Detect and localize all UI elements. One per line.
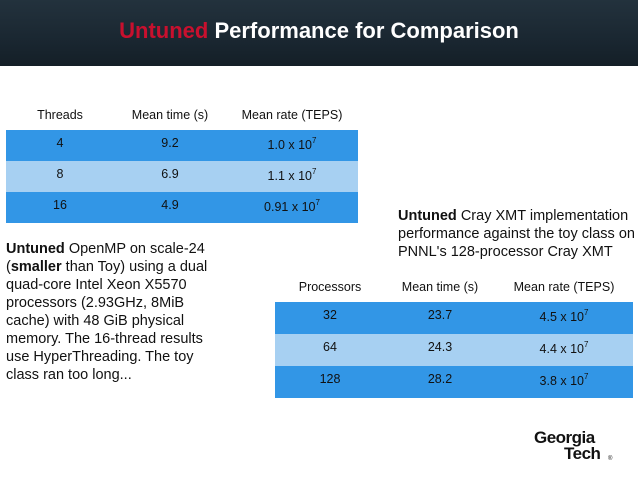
- time-cell: 24.3: [385, 334, 495, 366]
- rate-mantissa: 4.5 x 10: [539, 310, 585, 324]
- openmp-results-table: Threads Mean time (s) Mean rate (TEPS) 4…: [6, 100, 358, 223]
- note-emphasis: smaller: [10, 259, 62, 275]
- rate-cell: 1.1 x 107: [226, 161, 358, 192]
- threads-cell: 16: [6, 192, 114, 223]
- table-row: 128 28.2 3.8 x 107: [275, 366, 633, 398]
- note-text: OpenMP on scale-24 (: [6, 241, 205, 275]
- xmt-description: Untuned Cray XMT implementation performa…: [398, 207, 636, 261]
- table-row: 64 24.3 4.4 x 107: [275, 334, 633, 366]
- table-row: 16 4.9 0.91 x 107: [6, 192, 358, 223]
- table-header-row: Threads Mean time (s) Mean rate (TEPS): [6, 100, 358, 130]
- rate-exponent: 7: [584, 340, 589, 349]
- rate-exponent: 7: [584, 308, 589, 317]
- rate-mantissa: 3.8 x 10: [539, 374, 585, 388]
- column-header: Threads: [6, 100, 114, 130]
- column-header: Mean time (s): [385, 272, 495, 302]
- openmp-description: Untuned OpenMP on scale-24 (smaller than…: [6, 240, 216, 384]
- rate-mantissa: 4.4 x 10: [539, 342, 585, 356]
- time-cell: 23.7: [385, 302, 495, 334]
- column-header: Mean rate (TEPS): [226, 100, 358, 130]
- rate-cell: 0.91 x 107: [226, 192, 358, 223]
- table-row: 8 6.9 1.1 x 107: [6, 161, 358, 192]
- registered-mark: ®: [608, 456, 613, 462]
- note-text: than Toy) using a dual quad-core Intel X…: [6, 259, 208, 383]
- rate-mantissa: 0.91 x 10: [264, 200, 316, 214]
- threads-cell: 8: [6, 161, 114, 192]
- georgia-tech-logo: Georgia Tech ®: [534, 428, 612, 468]
- rate-exponent: 7: [584, 372, 589, 381]
- table-header-row: Processors Mean time (s) Mean rate (TEPS…: [275, 272, 633, 302]
- processors-cell: 64: [275, 334, 385, 366]
- rate-mantissa: 1.0 x 10: [267, 138, 313, 152]
- note-text: Cray XMT implementation performance agai…: [398, 208, 635, 260]
- logo-line-2: Tech: [564, 444, 601, 463]
- threads-cell: 4: [6, 130, 114, 161]
- processors-cell: 128: [275, 366, 385, 398]
- title-accent: Untuned: [119, 18, 209, 43]
- title-bar: Untuned Performance for Comparison: [0, 0, 638, 66]
- title-text: Performance for Comparison: [208, 18, 519, 43]
- xmt-results-table: Processors Mean time (s) Mean rate (TEPS…: [275, 272, 633, 398]
- time-cell: 6.9: [114, 161, 226, 192]
- table-row: 4 9.2 1.0 x 107: [6, 130, 358, 161]
- rate-cell: 4.4 x 107: [495, 334, 633, 366]
- note-emphasis: Untuned: [6, 241, 65, 257]
- page-title: Untuned Performance for Comparison: [0, 18, 638, 44]
- logo-line-1: Georgia: [534, 428, 595, 447]
- rate-cell: 3.8 x 107: [495, 366, 633, 398]
- rate-exponent: 7: [312, 167, 317, 176]
- rate-cell: 4.5 x 107: [495, 302, 633, 334]
- time-cell: 28.2: [385, 366, 495, 398]
- rate-exponent: 7: [315, 198, 320, 207]
- column-header: Mean rate (TEPS): [495, 272, 633, 302]
- rate-mantissa: 1.1 x 10: [267, 169, 313, 183]
- rate-cell: 1.0 x 107: [226, 130, 358, 161]
- column-header: Mean time (s): [114, 100, 226, 130]
- table-row: 32 23.7 4.5 x 107: [275, 302, 633, 334]
- time-cell: 9.2: [114, 130, 226, 161]
- column-header: Processors: [275, 272, 385, 302]
- note-emphasis: Untuned: [398, 208, 457, 224]
- rate-exponent: 7: [312, 136, 317, 145]
- time-cell: 4.9: [114, 192, 226, 223]
- processors-cell: 32: [275, 302, 385, 334]
